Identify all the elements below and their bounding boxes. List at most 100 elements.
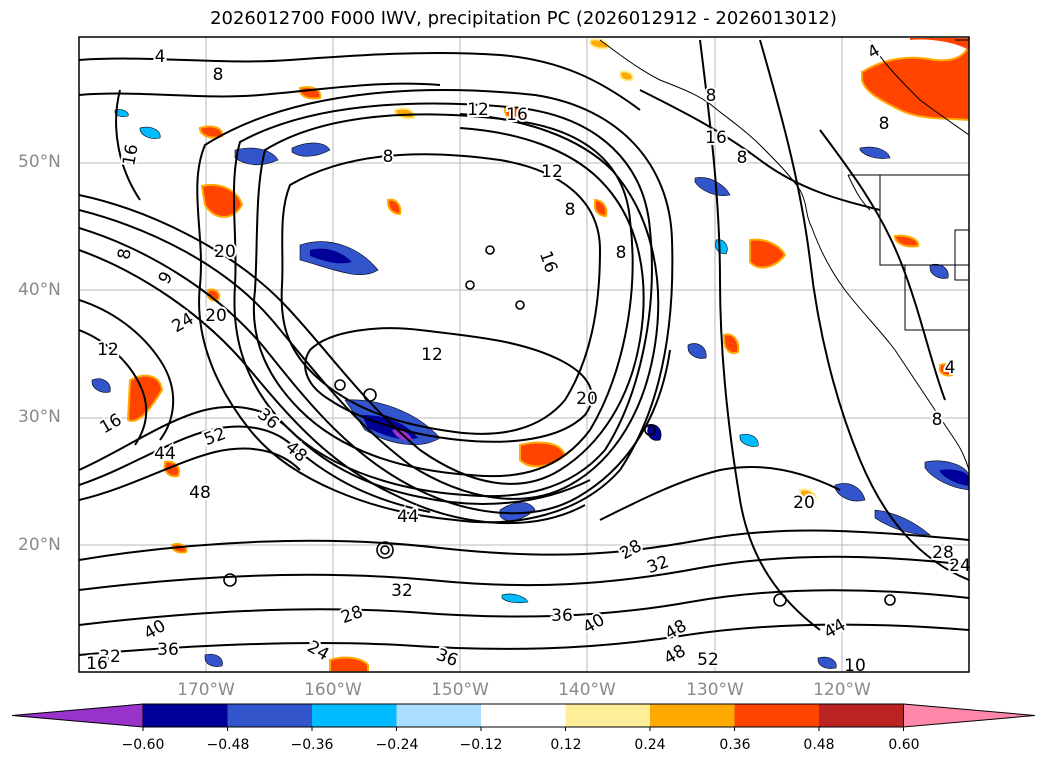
- colorbar-segment: [481, 704, 566, 727]
- colorbar-segment: [819, 704, 904, 727]
- colorbar-extend-high: [903, 703, 1036, 728]
- coastlines: [599, 39, 969, 471]
- precip-patch: [291, 142, 331, 157]
- contour-label: 8: [616, 243, 627, 263]
- colorbar-segment: [565, 704, 651, 727]
- map-frame: [78, 36, 970, 673]
- contour-label: 36: [551, 606, 573, 626]
- contour-label: 48: [189, 483, 211, 503]
- contour-label: 8: [383, 147, 394, 167]
- precip-patch: [894, 234, 920, 248]
- colorbar-label: −0.60: [121, 737, 165, 753]
- contour-label: 20: [205, 306, 227, 326]
- contour-label: 28: [932, 543, 954, 563]
- lon-label-120w: 120°W: [813, 680, 871, 700]
- contour-label: 16: [705, 128, 727, 148]
- precip-patch: [723, 333, 740, 354]
- colorbar-segment: [734, 704, 820, 727]
- lon-label-130w: 130°W: [686, 680, 744, 700]
- contour-label: 12: [467, 100, 489, 120]
- colorbar-ticks: [142, 727, 904, 731]
- colorbar-label: 0.12: [550, 737, 582, 753]
- lat-label-20n: 20°N: [18, 535, 61, 555]
- precip-patch: [200, 184, 244, 218]
- map-title: 2026012700 F000 IWV, precipitation PC (2…: [210, 8, 837, 29]
- iwv-contours: [79, 39, 969, 656]
- contour-label: 4: [155, 47, 166, 67]
- precip-patch: [834, 483, 866, 502]
- lon-label-140w: 140°W: [558, 680, 616, 700]
- colorbar-label: −0.12: [459, 737, 503, 753]
- precip-patch: [310, 248, 352, 264]
- colorbar: [11, 703, 1036, 728]
- precip-patch: [861, 39, 969, 122]
- contour-label: 52: [697, 650, 719, 670]
- precip-patch: [91, 378, 111, 393]
- colorbar-label: 0.36: [719, 737, 751, 753]
- contour-label: 12: [541, 162, 563, 182]
- colorbar-segment: [143, 704, 228, 727]
- precip-patch: [874, 509, 931, 536]
- contour-label: 20: [793, 493, 815, 513]
- contour-label: 12: [97, 340, 119, 360]
- colorbar-outline: [142, 703, 904, 728]
- colorbar-label: 0.60: [888, 737, 920, 753]
- contour-label: 20: [576, 389, 598, 409]
- contour-label: 12: [421, 345, 443, 365]
- precip-patch: [940, 469, 969, 486]
- precip-patch: [694, 177, 731, 196]
- precip-patch: [204, 653, 223, 667]
- contour-label: 8: [879, 114, 890, 134]
- precip-patch: [749, 238, 787, 269]
- precip-patch: [329, 656, 369, 672]
- contour-label: 8: [737, 148, 748, 168]
- precip-patch: [817, 656, 837, 669]
- precip-patch: [234, 147, 279, 166]
- colorbar-segment: [650, 704, 735, 727]
- colorbar-label: −0.24: [375, 737, 419, 753]
- precip-patch: [910, 38, 969, 50]
- colorbar-label: 0.24: [634, 737, 666, 753]
- contour-label: 36: [157, 640, 179, 660]
- contour-label: 32: [99, 647, 121, 667]
- precip-patch: [739, 433, 759, 447]
- lat-label-50n: 50°N: [18, 152, 61, 172]
- precip-patch: [387, 198, 402, 216]
- iwv-contour-blobs: [223, 245, 896, 607]
- precip-patch: [139, 126, 161, 139]
- colorbar-extend-low: [11, 703, 144, 728]
- colorbar-segment: [396, 704, 482, 727]
- contour-label: 20: [214, 242, 236, 262]
- contour-label: 8: [932, 410, 943, 430]
- contour-label: 8: [213, 65, 224, 85]
- precip-patch: [499, 502, 536, 522]
- precip-patch: [619, 70, 634, 82]
- contour-label: 24: [949, 556, 971, 576]
- contour-label: 44: [397, 507, 419, 527]
- lon-label-170w: 170°W: [177, 680, 235, 700]
- contour-label: 4: [945, 358, 956, 378]
- lat-label-30n: 30°N: [18, 407, 61, 427]
- precip-patch: [859, 146, 891, 159]
- contour-label: 8: [565, 200, 576, 220]
- contour-label: 16: [86, 654, 108, 674]
- contour-label: 16: [119, 143, 142, 168]
- precip-patch: [799, 488, 817, 502]
- precip-patch: [593, 198, 608, 218]
- colorbar-label: −0.48: [206, 737, 250, 753]
- colorbar-segment: [312, 704, 397, 727]
- colorbar-label: 0.48: [803, 737, 835, 753]
- colorbar-label: −0.36: [290, 737, 334, 753]
- lon-label-160w: 160°W: [304, 680, 362, 700]
- map-background: [79, 37, 969, 672]
- colorbar-segment: [227, 704, 313, 727]
- lat-label-40n: 40°N: [18, 280, 61, 300]
- precip-patch: [938, 363, 954, 377]
- lon-label-150w: 150°W: [431, 680, 489, 700]
- precip-patch: [501, 593, 529, 604]
- contour-label: 16: [506, 105, 528, 125]
- contour-label: 10: [844, 656, 866, 676]
- precip-patch: [687, 343, 707, 359]
- precip-patch: [589, 38, 610, 50]
